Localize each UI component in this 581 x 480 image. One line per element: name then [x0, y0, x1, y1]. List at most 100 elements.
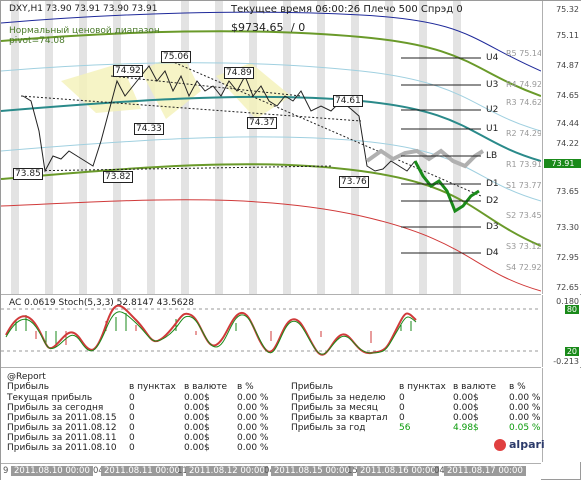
level-name: U1 [486, 124, 499, 134]
price-tick: 74.22 [556, 139, 579, 148]
report-header: в % [509, 382, 526, 392]
level-name: D3 [486, 222, 499, 232]
time-tick-small: 04 [434, 466, 445, 476]
report-value: 0.00$ [184, 403, 210, 413]
price-tick: 73.30 [556, 223, 579, 232]
price-chart-svg [1, 1, 541, 294]
time-tick-small: 04 [264, 466, 275, 476]
ac-histogram [15, 313, 412, 347]
report-value: 0.00 % [509, 403, 541, 413]
level-ref: R1 73.91 [506, 160, 541, 169]
price-tick: 74.65 [556, 91, 579, 100]
report-value: 0 [399, 393, 405, 403]
report-value: 0 [129, 413, 135, 423]
symbol-line: DXY,H1 73.90 73.91 73.90 73.91 [9, 4, 158, 14]
report-value: 0 [399, 413, 405, 423]
report-value: 0 [129, 403, 135, 413]
report-label: Прибыль за квартал [291, 413, 388, 423]
level-name: D1 [486, 179, 499, 189]
report-label: Прибыль за год [291, 423, 366, 433]
level-ref: S2 73.45 [506, 211, 541, 220]
price-tag: 73.76 [339, 176, 369, 188]
report-header: в валюте [184, 382, 228, 392]
report-value: 0.00 % [509, 413, 541, 423]
level-ref: S1 73.77 [506, 181, 541, 190]
report-label: Прибыль за 2011.08.10 [7, 443, 117, 453]
level-ref: R2 74.29 [506, 129, 541, 138]
report-value: 0.00 % [237, 423, 269, 433]
price-axis[interactable]: 75.32 75.11 74.87 74.65 74.44 74.22 73.9… [542, 1, 581, 294]
report-title: @Report [7, 372, 46, 382]
time-tick-small: 15 [347, 466, 358, 476]
report-label: Прибыль за сегодня [7, 403, 104, 413]
oscillator-svg [1, 304, 541, 356]
level-ref: S4 72.92 [506, 263, 541, 272]
oscillator-axis[interactable]: 0.180 80 20 -0.213 [542, 295, 581, 367]
price-tag: 75.06 [161, 51, 191, 63]
time-tick: 2011.08.10 00:00 [11, 466, 93, 476]
report-value: 0.00 % [237, 443, 269, 453]
time-tick: 2011.08.17 00:00 [444, 466, 526, 476]
report-value: 0.00$ [184, 443, 210, 453]
report-value: 4.98$ [453, 423, 479, 433]
level-ref: R3 74.62 [506, 98, 541, 107]
report-value: 0.00$ [184, 413, 210, 423]
report-value: 0.05 % [509, 423, 541, 433]
report-label: Прибыль за 2011.08.15 [7, 413, 117, 423]
osc-tick: 20 [564, 347, 579, 356]
report-label: Прибыль за месяц [291, 403, 378, 413]
report-label: Прибыль за 2011.08.11 [7, 433, 117, 443]
balance: $9734.65 [231, 21, 284, 34]
level-ref: S3 73.12 [506, 242, 541, 251]
stoch-main-line [5, 304, 417, 356]
osc-tick: 80 [564, 305, 579, 314]
level-name: U2 [486, 105, 499, 115]
report-header: в % [237, 382, 254, 392]
time-tick-small: 04 [93, 466, 104, 476]
price-tick: 72.95 [556, 253, 579, 262]
alpari-logo: alpari [494, 438, 545, 451]
price-tag: 73.85 [13, 168, 43, 180]
price-tag: 74.37 [247, 117, 277, 129]
level-name: U4 [486, 53, 499, 63]
current-price-tag: 73.91 [544, 159, 581, 168]
report-value: 0.00$ [453, 413, 479, 423]
price-tick: 74.44 [556, 119, 579, 128]
server-time: Текущее время 06:00:26 Плечо 500 Спрэд 0 [231, 4, 463, 15]
oscillator-title: AC 0.0619 Stoch(5,3,3) 52.8147 43.5628 [9, 298, 194, 308]
price-tick: 75.32 [556, 5, 579, 14]
time-tick: 2011.08.12 00:00 [186, 466, 268, 476]
price-tag: 74.92 [113, 65, 143, 77]
oscillator-panel[interactable]: AC 0.0619 Stoch(5,3,3) 52.8147 43.5628 [1, 295, 541, 368]
price-tick: 75.11 [556, 31, 579, 40]
report-value: 0.00$ [184, 393, 210, 403]
time-axis[interactable]: 9 2011.08.10 00:00 04 2011.08.11 00:00 1… [1, 463, 541, 480]
range-label: Нормальный ценовой диапазон [9, 26, 160, 36]
session-stripes [11, 1, 461, 294]
price-chart-panel[interactable]: DXY,H1 73.90 73.91 73.90 73.91 Текущее в… [1, 1, 541, 295]
level-name: U3 [486, 80, 499, 90]
report-header: в пунктах [399, 382, 446, 392]
report-value: 0.00 % [237, 433, 269, 443]
report-panel: @Report Прибыль в пунктах в валюте в % Т… [1, 368, 541, 462]
report-value: 0.00 % [237, 413, 269, 423]
level-ref: R4 74.92 [506, 80, 541, 89]
price-tick: 73.65 [556, 187, 579, 196]
stoch-signal-line [5, 311, 417, 355]
level-ref: R5 75.14 [506, 49, 541, 58]
time-tick: 2011.08.16 00:00 [357, 466, 439, 476]
time-tick-small: 9 [3, 466, 9, 476]
time-tick: 2011.08.11 00:00 [101, 466, 183, 476]
report-value: 56 [399, 423, 411, 433]
price-tag: 73.82 [103, 171, 133, 183]
report-axis [542, 368, 581, 462]
report-value: 0.00$ [453, 403, 479, 413]
report-label: Прибыль [291, 382, 334, 392]
report-header: в пунктах [129, 382, 176, 392]
report-value: 0 [129, 393, 135, 403]
report-value: 0.00$ [453, 393, 479, 403]
report-value: 0.00 % [509, 393, 541, 403]
level-name: D4 [486, 248, 499, 258]
report-value: 0 [129, 443, 135, 453]
